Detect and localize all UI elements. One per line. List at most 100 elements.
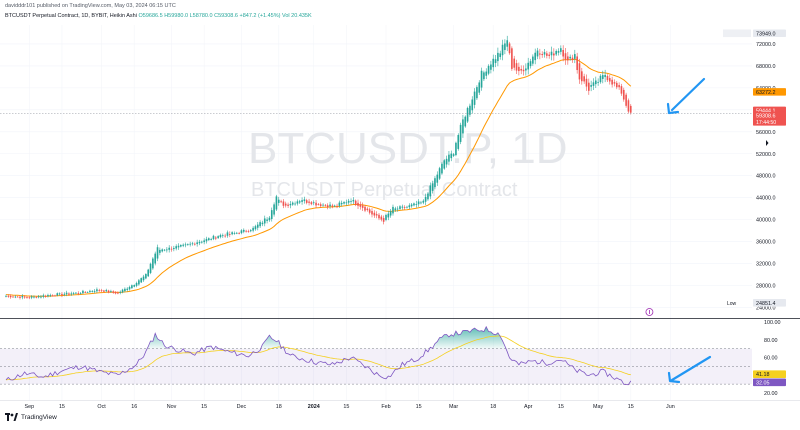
candle-body [611, 79, 613, 85]
price-axis-tick: 32000.0 [756, 262, 776, 268]
candle-body [152, 258, 154, 269]
watermark-ticker: BTCUSDT.P, 1D [248, 124, 568, 173]
candle-body [317, 204, 320, 205]
ohlc-open: O59686.5 [138, 13, 163, 19]
candle-body [615, 82, 618, 88]
candle-body [420, 202, 422, 204]
candle-body [182, 244, 184, 246]
symbol-title[interactable]: BTCUSDT Perpetual Contract, 1D, BYBIT, H… [5, 13, 137, 19]
candle-body [284, 203, 287, 206]
candle-body [233, 233, 236, 234]
candle-body [72, 293, 75, 294]
candle-body [58, 293, 61, 295]
candle-body [247, 231, 250, 232]
candle-body [159, 249, 161, 253]
candle-body [331, 205, 334, 207]
time-axis-tick: 2024 [308, 404, 320, 410]
candle-body [110, 291, 112, 292]
candle-body [259, 222, 261, 227]
rsi-axis-tick: 20.00 [764, 391, 778, 397]
rsi-axis-tick: 60.00 [764, 356, 778, 362]
candle-body [319, 204, 322, 207]
candle-body [303, 199, 306, 202]
candle-body [497, 52, 499, 62]
candle-body [56, 293, 59, 296]
time-axis-tick: Dec [237, 404, 247, 410]
candle-body [75, 292, 77, 294]
candle-body [431, 183, 434, 191]
candle-body [625, 94, 627, 106]
candle-body [578, 63, 581, 80]
tradingview-logo-icon [5, 413, 18, 421]
candle-body [133, 284, 136, 287]
candle-body [492, 58, 495, 68]
candle-body [287, 204, 289, 206]
candle-body [345, 202, 348, 204]
candle-body [210, 239, 212, 240]
price-axis-tick: 36000.0 [756, 240, 776, 246]
candle-body [23, 296, 26, 298]
candle-body [443, 160, 446, 169]
candle-body [16, 296, 19, 298]
candle-body [105, 290, 108, 292]
candle-body [149, 263, 152, 273]
candle-body [112, 291, 115, 293]
play-icon [766, 140, 769, 146]
candle-body [455, 142, 457, 156]
candle-body [476, 87, 478, 99]
candle-body [520, 68, 523, 71]
candle-body [585, 78, 588, 87]
candle-body [406, 206, 408, 208]
candle-body [310, 202, 313, 205]
tradingview-logo[interactable]: TradingView [5, 413, 57, 421]
last-close-marker-bg [753, 111, 786, 126]
candle-body [490, 64, 492, 70]
candle-body [434, 178, 436, 188]
candle-body [543, 52, 546, 55]
candle-body [357, 202, 359, 206]
arrow-head-price [666, 102, 680, 115]
candle-body [599, 75, 602, 83]
last-close-marker: 59308.6 [756, 114, 776, 120]
candle-body [194, 243, 196, 245]
price-axis-tick: 72000.0 [756, 42, 776, 48]
candle-body [373, 212, 376, 216]
price-axis-tick: 48000.0 [756, 174, 776, 180]
volume-value: Vol 20.435K [282, 13, 312, 19]
candle-body [7, 295, 10, 297]
candle-body [173, 248, 175, 250]
candle-body [338, 202, 341, 206]
candle-body [226, 232, 229, 236]
candle-body [203, 240, 205, 243]
candle-body [231, 232, 233, 235]
candle-body [518, 66, 520, 72]
rsi-overbought-fill [6, 326, 631, 349]
candle-body [163, 249, 166, 251]
time-axis-tick: 18 [276, 404, 282, 410]
candle-body [371, 211, 373, 215]
candle-body [263, 218, 266, 224]
candle-body [457, 134, 460, 149]
candle-body [396, 208, 399, 210]
candle-body [42, 295, 45, 297]
candle-body [525, 68, 527, 71]
rsi-pane[interactable] [0, 325, 752, 386]
ohlc-high: H59980.0 [164, 13, 189, 19]
candle-body [606, 75, 609, 81]
candle-body [329, 204, 331, 207]
candle-body [560, 48, 562, 52]
candle-body [273, 204, 275, 215]
candle-body [98, 290, 101, 292]
candle-body [242, 229, 245, 232]
candle-body [548, 54, 550, 56]
candle-body [249, 230, 252, 232]
time-axis-tick: May [593, 404, 603, 410]
candle-body [522, 69, 525, 72]
candle-body [539, 53, 541, 55]
annotations [666, 77, 712, 384]
candle-body [224, 235, 226, 237]
candle-body [61, 293, 63, 296]
price-pane[interactable] [0, 35, 752, 300]
price-axis-tick: 68000.0 [756, 64, 776, 70]
